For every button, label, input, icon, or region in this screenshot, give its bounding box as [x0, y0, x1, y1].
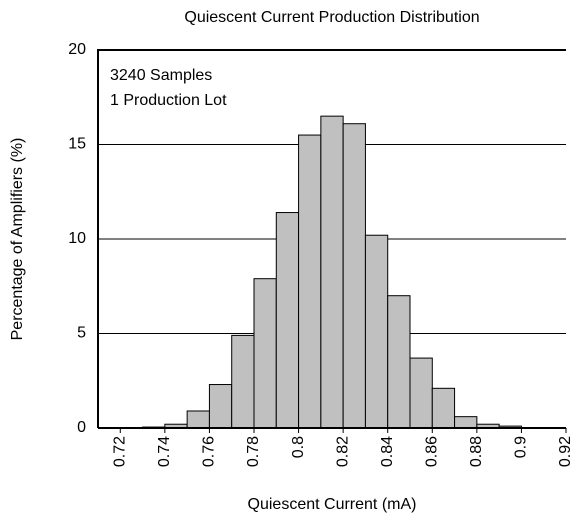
bar	[275, 212, 300, 429]
x-tick-label: 0.9	[513, 436, 530, 458]
bar	[186, 410, 210, 429]
bar	[342, 123, 366, 429]
x-tick-label: 0.86	[424, 436, 441, 467]
bar	[231, 334, 255, 429]
x-tick-label: 0.84	[379, 436, 396, 467]
bar	[298, 134, 322, 429]
x-axis-label: Quiescent Current (mA)	[248, 496, 417, 513]
x-tick-label: 0.8	[290, 436, 307, 458]
bar	[320, 115, 344, 429]
y-tick-label: 20	[68, 41, 86, 58]
x-tick-label: 0.72	[112, 436, 129, 467]
y-tick-label: 5	[77, 325, 86, 342]
y-tick-label: 15	[68, 136, 86, 153]
bar	[409, 357, 433, 429]
x-tick-label: 0.78	[245, 436, 262, 467]
plot-frame	[97, 49, 566, 428]
y-tick-label: 10	[68, 230, 86, 247]
bar	[208, 384, 233, 429]
annotation: 1 Production Lot	[110, 92, 227, 109]
annotation: 3240 Samples	[110, 67, 212, 84]
x-tick-label: 0.74	[156, 436, 173, 467]
x-tick-label: 0.76	[201, 436, 218, 467]
y-axis-label: Percentage of Amplifiers (%)	[9, 138, 26, 341]
bar	[364, 234, 389, 429]
bar	[431, 387, 456, 429]
bar	[387, 295, 411, 429]
x-tick-label: 0.88	[468, 436, 485, 467]
chart-title: Quiescent Current Production Distributio…	[184, 9, 479, 26]
y-tick-label: 0	[77, 419, 86, 436]
bar	[253, 278, 277, 429]
x-tick-label: 0.82	[334, 436, 351, 467]
x-tick-label: 0.92	[557, 436, 572, 467]
bar	[454, 416, 478, 429]
